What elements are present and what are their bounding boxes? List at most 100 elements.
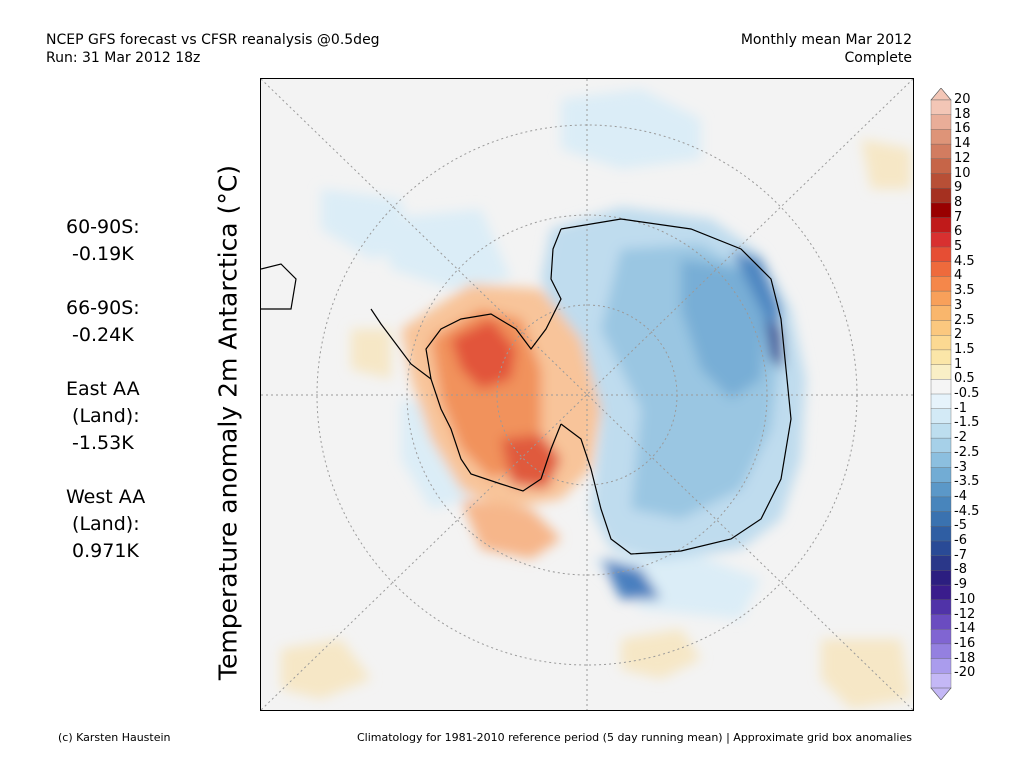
title-line: NCEP GFS forecast vs CFSR reanalysis @0.…	[46, 32, 380, 48]
colorbar-bin	[930, 232, 952, 248]
colorbar-bin	[930, 217, 952, 233]
colorbar-tick-label: 18	[954, 106, 971, 122]
colorbar-tick-label: 0.5	[954, 371, 975, 387]
colorbar-tick-label: 6	[954, 224, 963, 240]
colorbar-tick-label: 14	[954, 136, 971, 152]
colorbar-tick-label: 2	[954, 327, 963, 343]
colorbar-tick-label: -8	[954, 562, 967, 578]
colorbar-tick-label: 10	[954, 165, 971, 181]
colorbar-tick-label: -5	[954, 518, 967, 534]
colorbar-bin	[930, 584, 952, 601]
colorbar-tick-label: 12	[954, 150, 971, 166]
colorbar-tick-label: -4.5	[954, 503, 980, 519]
stat-66-90s: 66-90S: -0.24K	[66, 295, 145, 349]
colorbar-bin	[930, 187, 952, 204]
colorbar-bin	[930, 570, 952, 586]
colorbar-tick-label: 20	[954, 92, 971, 107]
colorbar-tick-label: -1	[954, 400, 967, 416]
colorbar-bin	[930, 482, 952, 498]
mild-patch	[821, 639, 911, 709]
colorbar-tick-label: -3.5	[954, 474, 980, 490]
colorbar-min-arrow	[930, 687, 952, 701]
colorbar-tick-label: -12	[954, 606, 976, 622]
colorbar-tick-label: -10	[954, 591, 976, 607]
map-axis-label: Temperature anomaly 2m Antarctica (°C)	[213, 164, 243, 681]
colorbar-tick-label: -4	[954, 488, 967, 504]
stat-label: East AA (Land):	[66, 378, 140, 427]
colorbar-tick-label: -1.5	[954, 415, 980, 431]
colorbar-tick-label: -16	[954, 635, 976, 651]
colorbar-tick-label: -9	[954, 577, 967, 593]
stat-label: 60-90S:	[66, 216, 140, 238]
credit-text: (c) Karsten Haustein	[58, 731, 171, 744]
colorbar-bin	[930, 526, 952, 542]
colorbar-bin	[930, 202, 952, 219]
colorbar-tick-label: -20	[954, 665, 976, 681]
warm-region	[501, 434, 561, 489]
colorbar-bin	[930, 555, 952, 571]
graticule	[261, 79, 913, 710]
colorbar-tick-label: 5	[954, 239, 963, 254]
colorbar-tick-label: 1	[954, 356, 963, 372]
colorbar-bin	[930, 467, 952, 483]
colorbar-bin	[930, 643, 952, 660]
colorbar-tick-label: -2.5	[954, 444, 980, 460]
stats-panel: 60-90S: -0.19K 66-90S: -0.24K East AA (L…	[66, 214, 145, 592]
status-line: Complete	[844, 50, 912, 66]
colorbar-tick-label: 16	[954, 121, 971, 137]
cool-region	[591, 549, 761, 619]
coastline	[261, 218, 792, 555]
colorbar-tick-label: -6	[954, 533, 967, 548]
colorbar-bin	[930, 379, 952, 395]
colorbar-bin	[930, 320, 952, 336]
footnote-text: Climatology for 1981-2010 reference peri…	[356, 731, 912, 744]
colorbar-tick-label: 4	[954, 268, 963, 284]
stat-value: -0.19K	[66, 243, 134, 265]
colorbar-bin	[930, 114, 952, 130]
colorbar-tick-label: 4.5	[954, 253, 975, 269]
cool-region	[381, 209, 511, 289]
colorbar-bin	[930, 276, 952, 292]
colorbar-bin	[930, 658, 952, 674]
colorbar-tick-label: -2	[954, 430, 967, 446]
colorbar-bin	[930, 437, 952, 454]
stat-value: -1.53K	[66, 432, 134, 454]
cold-region	[681, 259, 766, 399]
colorbar-bin	[930, 496, 952, 513]
colorbar-bin	[930, 261, 952, 277]
colorbar	[930, 87, 952, 704]
colorbar-tick-label: -7	[954, 547, 967, 563]
header-title: NCEP GFS forecast vs CFSR reanalysis @0.…	[46, 31, 380, 67]
cold-coast	[766, 319, 783, 369]
colorbar-bin	[930, 673, 952, 689]
colorbar-bin	[930, 290, 952, 307]
west-antarctica-coast	[425, 228, 562, 492]
south-america-coast	[261, 263, 297, 310]
colorbar-bin	[930, 246, 952, 263]
colorbar-bin	[930, 129, 952, 145]
mild-patch	[621, 629, 701, 679]
colorbar-bin	[930, 158, 952, 175]
anomaly-field	[281, 89, 911, 709]
stat-label: 66-90S:	[66, 297, 140, 319]
colorbar-bin	[930, 423, 952, 439]
colorbar-bin	[930, 99, 952, 116]
colorbar-tick-label: 9	[954, 180, 963, 196]
stat-west-aa: West AA (Land): 0.971K	[66, 484, 145, 565]
map-frame	[260, 78, 914, 711]
stat-value: 0.971K	[66, 540, 139, 562]
mild-patch	[861, 139, 911, 189]
warm-region	[461, 499, 561, 559]
peninsula-coast	[370, 308, 432, 380]
colorbar-bin	[930, 629, 952, 645]
stat-east-aa: East AA (Land): -1.53K	[66, 376, 145, 457]
colorbar-bin	[930, 143, 952, 160]
period-line: Monthly mean Mar 2012	[740, 32, 912, 48]
colorbar-tick-label: 3	[954, 297, 963, 313]
colorbar-max-arrow	[930, 87, 952, 101]
colorbar-bin	[930, 452, 952, 468]
meridian-line	[261, 79, 913, 710]
colorbar-bin	[930, 599, 952, 615]
colorbar-bin	[930, 349, 952, 366]
antarctica-map	[261, 79, 913, 710]
